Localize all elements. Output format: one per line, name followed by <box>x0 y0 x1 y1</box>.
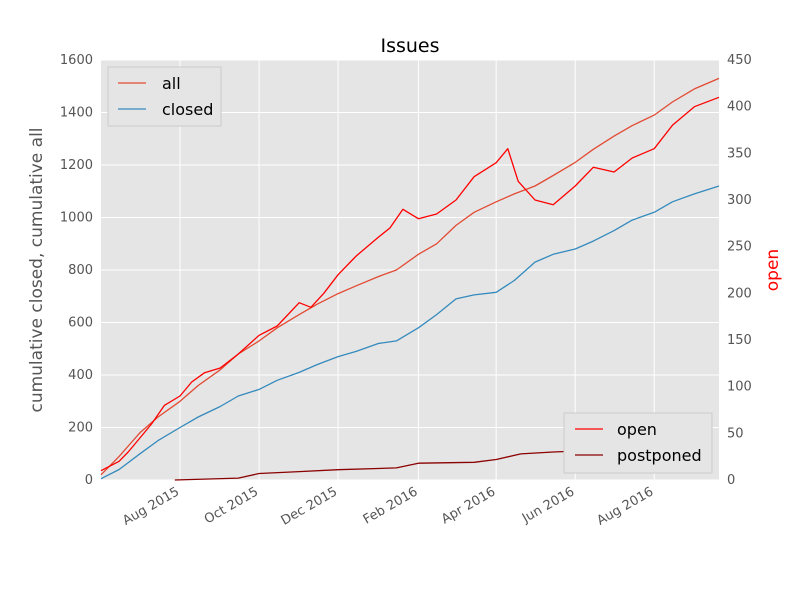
y-left-tick-label: 0 <box>85 473 93 488</box>
y-left-tick-label: 400 <box>68 368 93 383</box>
legend-upper-left-frame <box>107 66 222 127</box>
y-right-tick-label: 300 <box>727 193 752 208</box>
y-left-tick-label: 800 <box>68 263 93 278</box>
x-tick-label: Oct 2015 <box>202 484 261 527</box>
x-tick-label: Aug 2015 <box>120 484 182 528</box>
y-left-tick-label: 1000 <box>60 211 93 226</box>
legend-label-all: all <box>162 74 181 93</box>
y-left-tick-label: 600 <box>68 316 93 331</box>
y-left-tick-label: 1400 <box>60 106 93 121</box>
legend-label-open: open <box>617 420 657 439</box>
x-tick-label: Dec 2015 <box>279 484 341 528</box>
y-right-tick-label: 350 <box>727 146 752 161</box>
legend-lower-right-frame <box>563 412 713 474</box>
chart-title: Issues <box>380 35 439 57</box>
y-right-tick-label: 250 <box>727 240 752 255</box>
legend-upper-left: all closed <box>107 66 222 127</box>
y-right-tick-label: 400 <box>727 100 752 115</box>
y-left-tick-label: 1200 <box>60 158 93 173</box>
y-left-tick-label: 1600 <box>60 53 93 68</box>
y-axis-left-ticks: 0 200 400 600 800 1000 1200 1400 1600 <box>60 53 93 488</box>
series-line-postponed <box>174 449 600 481</box>
y-right-tick-label: 450 <box>727 53 752 68</box>
x-axis-ticks: Aug 2015 Oct 2015 Dec 2015 Feb 2016 Apr 2016… <box>120 484 656 528</box>
series-line-closed <box>100 185 720 480</box>
x-tick-label: Feb 2016 <box>361 484 421 527</box>
series-line-open <box>100 96 720 472</box>
legend-label-closed: closed <box>162 100 213 119</box>
series-line-all <box>100 77 720 476</box>
x-tick-label: Aug 2016 <box>594 484 656 528</box>
y-right-tick-label: 100 <box>727 380 752 395</box>
x-tick-label: Jun 2016 <box>519 484 577 526</box>
y-axis-right-title: open <box>763 249 783 291</box>
series-lines <box>100 77 720 481</box>
legend-label-postponed: postponed <box>617 446 702 465</box>
y-axis-left-title: cumulative closed, cumulative all <box>27 127 47 412</box>
y-right-tick-label: 200 <box>727 286 752 301</box>
legend-lower-right: open postponed <box>563 412 713 474</box>
x-tick-label: Apr 2016 <box>439 484 498 527</box>
y-right-tick-label: 150 <box>727 333 752 348</box>
y-right-tick-label: 0 <box>727 473 735 488</box>
y-axis-right-ticks: 0 50 100 150 200 250 300 350 400 450 <box>727 53 752 488</box>
y-left-tick-label: 200 <box>68 421 93 436</box>
y-right-tick-label: 50 <box>727 426 744 441</box>
